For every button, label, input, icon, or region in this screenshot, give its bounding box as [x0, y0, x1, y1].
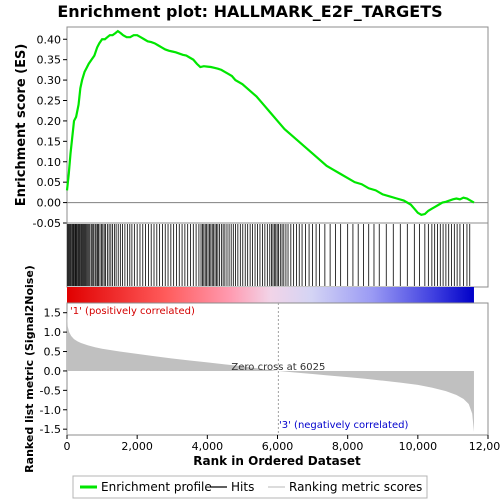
zero-cross-label: Zero cross at 6025 [231, 362, 325, 373]
ranking-axis-title: Ranked list metric (Signal2Noise) [23, 265, 36, 473]
es-y-axis: -0.05 0.00 0.05 0.10 0.15 0.20 0.25 0.30 0.35 0.4… [33, 33, 67, 230]
negative-correlation-label: '3' (negatively correlated) [279, 420, 408, 431]
ranking-y-tick-label: 1.5 [44, 307, 62, 320]
x-axis-title: Rank in Ordered Dataset [193, 454, 361, 468]
ranking-y-axis: -1.5 -1.0 -0.5 0.0 0.5 1.0 1.5 [40, 307, 67, 436]
ranking-y-tick-label: -1.5 [40, 423, 61, 436]
x-tick-label: 12,000 [469, 440, 500, 453]
positive-correlation-label: '1' (positively correlated) [70, 306, 195, 317]
x-tick-label: 10,000 [399, 440, 438, 453]
es-y-tick-label: 0.20 [37, 115, 62, 128]
x-axis: 0 2,000 4,000 6,000 8,000 10,000 12,000 [64, 435, 500, 453]
legend-label: Hits [231, 480, 254, 494]
ranking-y-tick-label: -0.5 [40, 384, 61, 397]
es-y-tick-label: 0.00 [37, 197, 62, 210]
x-tick-label: 2,000 [121, 440, 153, 453]
ranking-y-tick-label: 0.5 [44, 346, 62, 359]
es-y-tick-label: 0.30 [37, 74, 62, 87]
es-y-tick-label: 0.35 [37, 54, 62, 67]
x-tick-label: 8,000 [332, 440, 364, 453]
es-y-tick-label: 0.05 [37, 176, 62, 189]
legend: Enrichment profile Hits Ranking metric sco… [80, 480, 422, 494]
x-tick-label: 4,000 [192, 440, 224, 453]
rank-color-bar [67, 287, 474, 303]
es-y-tick-label: -0.05 [33, 217, 61, 230]
ranking-metric-area [67, 308, 474, 432]
enrichment-profile-line [65, 29, 475, 217]
chart-title: Enrichment plot: HALLMARK_E2F_TARGETS [57, 2, 442, 21]
es-y-tick-label: 0.10 [37, 156, 62, 169]
ranking-y-tick-label: 0.0 [44, 365, 62, 378]
legend-box [72, 475, 428, 499]
x-tick-label: 0 [64, 440, 71, 453]
legend-label: Ranking metric scores [289, 480, 422, 494]
es-y-tick-label: 0.25 [37, 95, 62, 108]
x-tick-label: 6,000 [262, 440, 294, 453]
es-axis-title: Enrichment score (ES) [14, 44, 29, 207]
legend-label: Enrichment profile [101, 480, 212, 494]
ranking-y-tick-label: 1.0 [44, 326, 62, 339]
es-y-tick-label: 0.40 [37, 33, 62, 46]
es-panel-frame [66, 26, 489, 224]
hits-ticks [67, 224, 471, 286]
es-y-tick-label: 0.15 [37, 135, 62, 148]
ranking-y-tick-label: -1.0 [40, 404, 61, 417]
